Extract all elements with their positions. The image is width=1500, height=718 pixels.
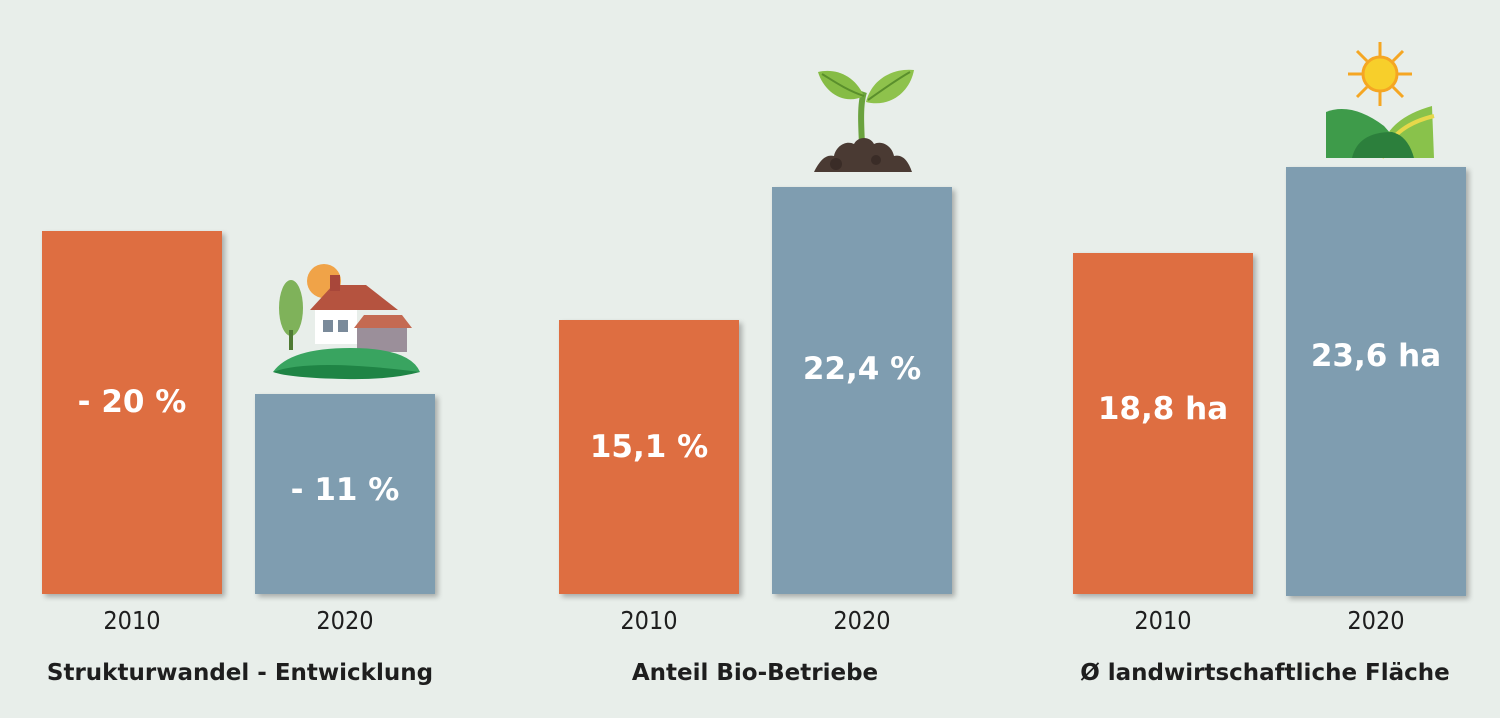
year-label-flaeche-2020: 2020: [1347, 606, 1405, 635]
farmhouse-icon: [273, 264, 420, 380]
bar-strukturwandel-2010: - 20 %: [42, 231, 222, 594]
group-label-flaeche: Ø landwirtschaftliche Fläche: [1080, 660, 1450, 686]
bar-bio-2010: 15,1 %: [559, 320, 739, 594]
bar-bio-2020: 22,4 %: [772, 187, 952, 594]
group-label-bio: Anteil Bio-Betriebe: [631, 660, 879, 686]
year-label-flaeche-2010: 2010: [1134, 606, 1192, 635]
bar-strukturwandel-2020: - 11 %: [255, 394, 435, 594]
bar-value-flaeche-2020: 23,6 ha: [1310, 338, 1442, 374]
seedling-icon: [814, 69, 914, 172]
group-label-strukturwandel: Strukturwandel - Entwicklung: [46, 660, 434, 686]
bar-value-strukturwandel-2010: - 20 %: [77, 384, 187, 420]
year-label-bio-2010: 2010: [620, 606, 678, 635]
sun-fields-icon: [1326, 42, 1435, 159]
year-label-bio-2020: 2020: [833, 606, 891, 635]
bar-value-bio-2010: 15,1 %: [589, 429, 709, 465]
bar-value-strukturwandel-2020: - 11 %: [290, 472, 400, 508]
bar-flaeche-2010: 18,8 ha: [1073, 253, 1253, 594]
year-label-strukturwandel-2020: 2020: [316, 606, 374, 635]
bar-flaeche-2020: 23,6 ha: [1286, 167, 1466, 596]
year-label-strukturwandel-2010: 2010: [103, 606, 161, 635]
bar-value-flaeche-2010: 18,8 ha: [1097, 391, 1229, 427]
bar-value-bio-2020: 22,4 %: [802, 351, 922, 387]
